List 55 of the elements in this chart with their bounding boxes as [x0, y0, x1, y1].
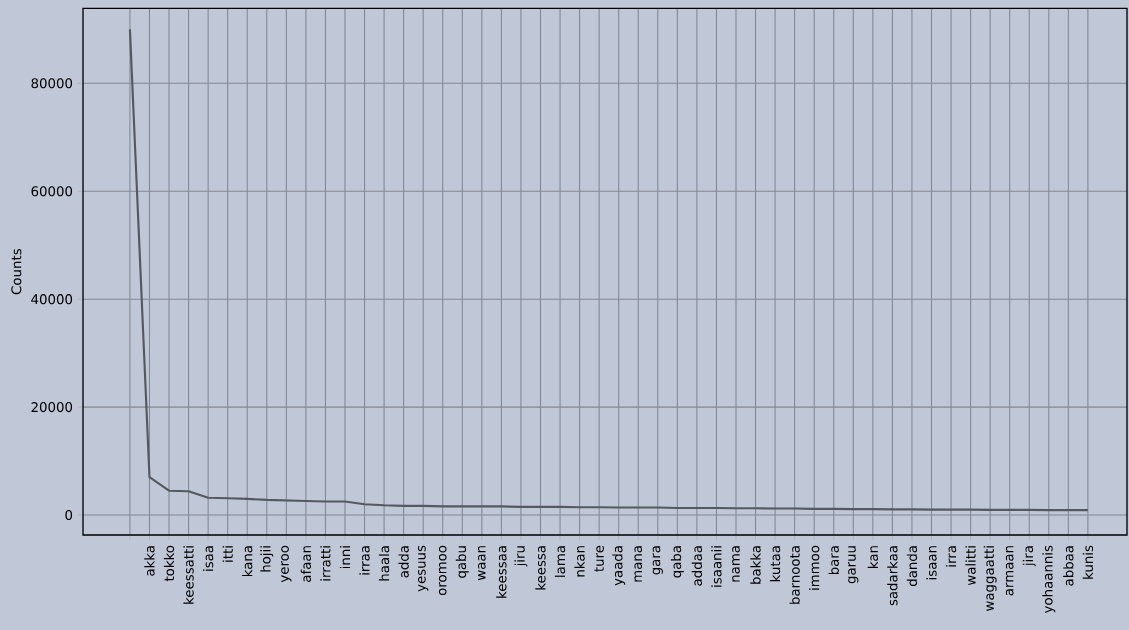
x-tick-label: isaa — [202, 546, 214, 571]
x-tick-label: bakka — [750, 546, 761, 584]
x-tick-label: kunis — [1082, 545, 1094, 579]
x-tick-label: yohaannis — [1042, 545, 1056, 614]
x-tick-label: walitti — [965, 546, 976, 586]
x-tick-label: hojii — [260, 546, 274, 572]
x-tick-label: adda — [398, 546, 409, 578]
x-tick-label: garuu — [848, 546, 859, 584]
x-tick-label: bara — [828, 546, 839, 575]
x-tick-label: nama — [732, 546, 740, 582]
x-tick-label: irratti — [320, 546, 331, 581]
y-tick-label: 40000 — [31, 294, 73, 305]
x-tick-label: sadarkaa — [887, 546, 898, 606]
x-tick-label: tokko — [163, 545, 175, 582]
x-tick-label: isaanii — [711, 546, 722, 587]
x-tick-label: lama — [554, 546, 566, 577]
x-tick-label: haala — [378, 546, 390, 581]
x-tick-label: irraa — [359, 546, 370, 575]
x-tick-label: danda — [906, 546, 918, 587]
x-tick-label: abbaa — [1063, 546, 1074, 586]
x-tick-label: waan — [478, 546, 486, 581]
y-tick-label: 20000 — [31, 402, 73, 413]
x-tick-label: kan — [867, 546, 879, 568]
x-tick-label: itti — [222, 546, 233, 562]
x-tick-label: waggaatti — [983, 546, 997, 611]
x-tick-label: barnoota — [789, 546, 800, 604]
x-tick-label: jiru — [514, 546, 528, 567]
x-tick-label: yaada — [612, 546, 626, 586]
x-tick-label: kutaa — [769, 546, 781, 582]
x-tick-label: isaan — [926, 546, 937, 580]
y-axis-title: Counts — [11, 249, 22, 295]
x-tick-label: qabu — [455, 546, 469, 578]
x-tick-label: qaba — [670, 546, 684, 578]
x-tick-label: immoo — [809, 545, 820, 590]
x-tick-label: mana — [634, 546, 643, 582]
x-tick-label: addaa — [691, 546, 703, 586]
x-tick-label: akka — [144, 546, 155, 576]
x-tick-label: yeroo — [281, 545, 292, 583]
x-tick-label: armaan — [1005, 546, 1014, 596]
x-tick-label: keessa — [535, 546, 546, 590]
x-tick-label: jira — [1022, 546, 1036, 567]
y-tick-label: 80000 — [31, 78, 73, 89]
y-tick-label: 60000 — [31, 186, 73, 197]
x-tick-label: oromoo — [438, 545, 447, 596]
x-tick-label: inni — [339, 546, 351, 569]
x-tick-label: kana — [242, 546, 253, 577]
x-tick-label: yesuus — [418, 545, 429, 592]
y-tick-label: 0 — [65, 509, 73, 521]
x-tick-label: afaan — [300, 546, 312, 582]
x-tick-label: keessaa — [496, 546, 507, 598]
x-tick-label: nkan — [574, 546, 585, 577]
x-tick-label: ture — [594, 545, 604, 572]
x-tick-label: keessatti — [183, 546, 194, 604]
x-tick-label: gara — [652, 546, 663, 575]
x-tick-label: irra — [945, 546, 957, 567]
